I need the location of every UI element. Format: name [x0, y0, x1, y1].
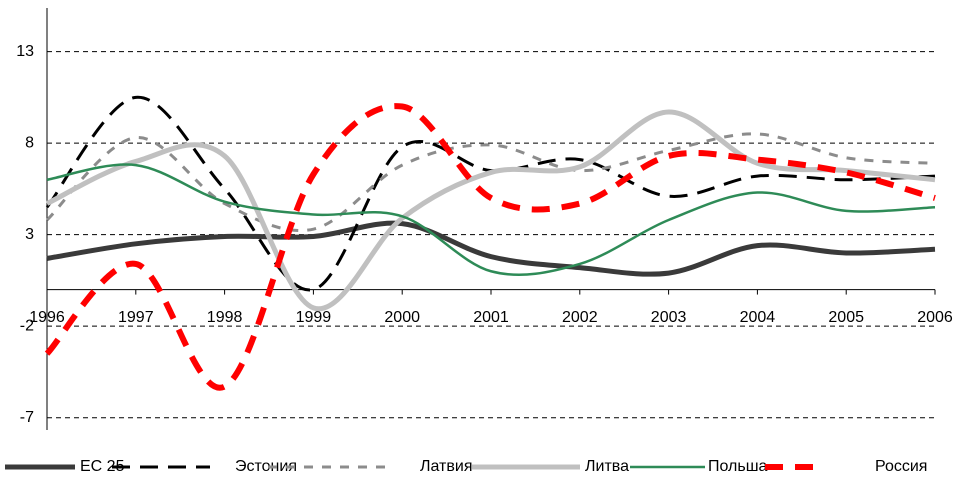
x-tick-label: 2001 — [473, 309, 509, 326]
legend-label: Польша — [708, 458, 768, 475]
x-tick-label: 2000 — [384, 309, 420, 326]
legend-label: Литва — [585, 458, 629, 475]
series-line — [44, 103, 936, 391]
series-line — [45, 95, 936, 292]
y-tick-label: -7 — [20, 409, 34, 426]
x-tick-label: 2003 — [651, 309, 687, 326]
x-tick-label: 2004 — [740, 309, 776, 326]
y-tick-label: 13 — [16, 43, 34, 60]
x-tick-label: 2002 — [562, 309, 598, 326]
y-tick-label: -2 — [20, 317, 34, 334]
y-tick-label: 8 — [25, 134, 34, 151]
series-line — [46, 163, 936, 277]
x-tick-label: 1999 — [296, 309, 332, 326]
legend-label: Россия — [875, 458, 927, 475]
series-line — [45, 109, 936, 312]
x-tick-label: 1998 — [207, 309, 243, 326]
x-tick-label: 2005 — [828, 309, 864, 326]
y-tick-label: 3 — [25, 226, 34, 243]
x-tick-label: 1996 — [29, 309, 65, 326]
legend-label: Эстония — [235, 458, 297, 475]
legend-label: ЕС 25 — [80, 458, 125, 475]
legend-label: Латвия — [420, 458, 472, 475]
series-line — [46, 220, 936, 277]
x-tick-label: 1997 — [118, 309, 154, 326]
x-tick-label: 2006 — [917, 309, 953, 326]
